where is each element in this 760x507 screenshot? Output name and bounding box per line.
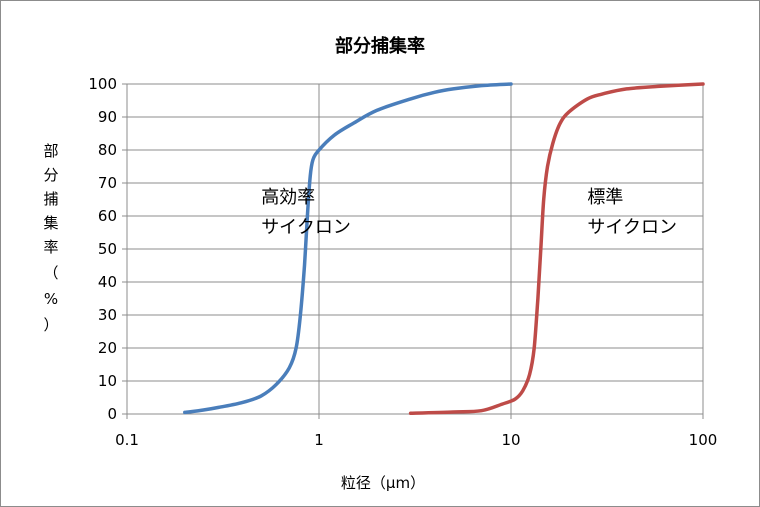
chart-title: 部分捕集率 <box>335 35 425 57</box>
annotation-line: 高効率 <box>261 187 315 208</box>
y-tick-label: 70 <box>98 174 117 192</box>
x-tick-label: 10 <box>501 431 520 449</box>
tick-labels: 0 10 20 30 40 50 60 70 80 90 100 0.1 1 10 100 <box>88 75 717 449</box>
series-group <box>183 82 705 416</box>
y-axis-title-char: 捕 <box>43 190 58 208</box>
series-line-2 <box>408 82 705 416</box>
y-axis-title-char: % <box>44 290 58 308</box>
y-axis-title-char: （ <box>43 264 58 282</box>
y-tick-label: 80 <box>98 141 117 159</box>
y-axis-title-char: 部 <box>43 142 58 160</box>
y-tick-label: 0 <box>107 405 117 423</box>
y-axis-title: 部分捕集率 （% ） <box>43 142 58 334</box>
annotation-line: サイクロン <box>261 217 351 238</box>
x-axis-title: 粒径（μm） <box>341 474 425 492</box>
y-axis-title-char: 分 <box>43 166 58 184</box>
y-tick-label: 50 <box>98 240 117 258</box>
x-tick-label: 1 <box>314 431 324 449</box>
annotation-line: 標準 <box>587 187 623 208</box>
y-tick-label: 100 <box>88 75 117 93</box>
y-axis-title-char: ） <box>43 316 58 334</box>
y-axis-title-char: 集 <box>43 214 58 232</box>
y-axis-title-char: 率 <box>43 238 58 256</box>
x-tick-label: 0.1 <box>115 431 139 449</box>
axes <box>122 83 704 419</box>
grid <box>127 83 704 414</box>
series-line-1 <box>183 82 513 415</box>
annotation-line: サイクロン <box>587 217 677 238</box>
y-tick-label: 30 <box>98 306 117 324</box>
x-tick-label: 100 <box>689 431 718 449</box>
y-tick-label: 10 <box>98 372 117 390</box>
y-tick-label: 90 <box>98 108 117 126</box>
y-tick-label: 40 <box>98 273 117 291</box>
y-tick-label: 20 <box>98 339 117 357</box>
y-tick-label: 60 <box>98 207 117 225</box>
